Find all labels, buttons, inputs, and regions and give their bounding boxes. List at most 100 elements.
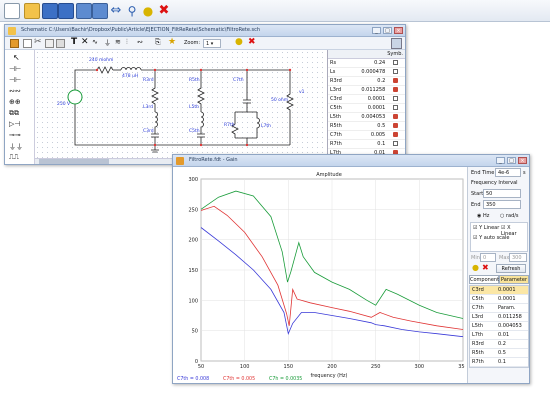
symbol-checkbox[interactable] [392, 68, 398, 74]
ground-palette-icon[interactable]: ⏚⏚ [9, 143, 23, 151]
series-inductor [120, 67, 142, 71]
rotate-icon[interactable]: ⎘ [155, 38, 161, 46]
open-folder-icon[interactable] [24, 3, 40, 19]
y-auto-scale-checkbox[interactable]: ☑ Y auto scale [473, 235, 510, 241]
tab-parameter[interactable]: Parameter [499, 275, 529, 284]
symbol-checked-icon[interactable] [392, 77, 398, 83]
panel-toggle-icon[interactable] [391, 38, 402, 49]
x-tick-label: 300 [415, 364, 425, 370]
new-icon[interactable] [23, 39, 32, 48]
ground-icon[interactable]: ⏚ [104, 39, 111, 47]
select-tool-icon[interactable] [10, 39, 19, 48]
transformer-palette-icon[interactable]: ⧉⧉ [9, 109, 19, 117]
save-icon[interactable] [42, 3, 58, 19]
table-row[interactable]: L5th 0.004053 [328, 113, 405, 122]
delete-icon[interactable]: ✖ [248, 37, 256, 47]
gain-maximize-button[interactable]: □ [507, 157, 516, 164]
hz-radio[interactable]: ◉ Hz [477, 213, 490, 219]
list-item[interactable]: L3rd 0.011258 [470, 313, 528, 322]
capacitor-icon[interactable]: ⫶ [126, 38, 128, 46]
symbol-checked-icon[interactable] [392, 113, 398, 119]
pointer-icon[interactable]: ↖ [13, 53, 20, 62]
table-row[interactable]: R7th 0.1 [328, 140, 405, 149]
close-button[interactable]: × [394, 27, 403, 34]
schematic-canvas[interactable]: 240 mohm 478 uH 250 V R3rd L3rd C3rd R5t… [35, 50, 325, 158]
start-input[interactable]: 50 [483, 189, 521, 198]
source-palette-icon[interactable]: ⊕⊕ [9, 98, 21, 106]
min-input[interactable]: 0 [480, 253, 496, 262]
max-input[interactable]: 300 [509, 253, 527, 262]
resistor-icon[interactable]: ≋ [115, 38, 121, 46]
table-row[interactable]: R5th 0.5 [328, 122, 405, 131]
symbol-checked-icon[interactable] [392, 131, 398, 137]
symbol-checked-icon[interactable] [392, 122, 398, 128]
diode-palette-icon[interactable]: ▷⊣ [9, 120, 21, 128]
x-linear-checkbox[interactable]: ☑ X Linear [501, 225, 517, 237]
list-item[interactable]: C3rd 0.0001 [470, 286, 528, 295]
end-time-input[interactable]: 4e-6 [495, 168, 521, 177]
delete-icon[interactable]: ✖ [482, 263, 489, 272]
list-item[interactable]: C5th 0.0001 [470, 295, 528, 304]
param-value: Param. [498, 305, 516, 311]
flip-icon[interactable]: ⇔ [110, 3, 122, 18]
inductor-icon[interactable]: ∾ [137, 38, 143, 46]
list-item[interactable]: R3rd 0.2 [470, 340, 528, 349]
list-item[interactable]: C7th Param. [470, 304, 528, 313]
symbol-checkbox[interactable] [392, 104, 398, 110]
pulse-palette-icon[interactable]: ⎍⎍ [9, 153, 19, 161]
close-red-icon[interactable]: ✖ [158, 3, 170, 18]
list-item[interactable]: L5th 0.004053 [470, 322, 528, 331]
symbol-checked-icon[interactable] [392, 86, 398, 92]
save-as-icon[interactable] [58, 3, 74, 19]
bulb-icon[interactable]: ● [235, 37, 243, 47]
cross-icon[interactable]: ✕ [81, 37, 89, 47]
list-item[interactable]: R5th 0.5 [470, 349, 528, 358]
list-item[interactable]: R7th 0.1 [470, 358, 528, 367]
zoom-select[interactable]: 1 ▾ [203, 39, 221, 48]
param-value: 0.0001 [367, 96, 386, 102]
bulb-icon[interactable]: ● [472, 263, 479, 272]
param-name: L3rd [472, 314, 484, 320]
param-name: R5th [330, 123, 342, 129]
table-row[interactable]: C3rd 0.0001 [328, 95, 405, 104]
end-input[interactable]: 350 [483, 200, 521, 209]
table-row[interactable]: C5th 0.0001 [328, 104, 405, 113]
table-row[interactable]: R3rd 0.2 [328, 77, 405, 86]
scroll-thumb[interactable] [39, 159, 109, 164]
inductor-palette-icon[interactable]: ∾∾ [9, 87, 21, 95]
print-icon[interactable] [76, 3, 92, 19]
copy-icon[interactable] [45, 39, 54, 48]
table-row[interactable]: L3rd 0.011258 [328, 86, 405, 95]
table-row[interactable]: C7th 0.005 [328, 131, 405, 140]
cut-icon[interactable]: ✂ [34, 37, 42, 47]
symbol-checkbox[interactable] [392, 140, 398, 146]
paste-icon[interactable] [56, 39, 65, 48]
refresh-button[interactable]: Refresh [496, 264, 526, 273]
new-file-icon[interactable] [4, 3, 20, 19]
gain-minimize-button[interactable]: _ [496, 157, 505, 164]
param-value: 0.011258 [498, 314, 522, 320]
tab-components[interactable]: Components [469, 275, 502, 284]
bulb-icon[interactable]: ● [142, 4, 154, 18]
table-row[interactable]: Rs 0.24 [328, 59, 405, 68]
rads-radio[interactable]: ○ rad/s [500, 213, 519, 219]
gain-close-button[interactable]: × [518, 157, 527, 164]
scale-group: ☑ Y Linear ☑ X Linear ☑ Y auto scale [470, 222, 528, 252]
symbol-checkbox[interactable] [392, 95, 398, 101]
symbol-checked-icon[interactable] [392, 149, 398, 155]
window-icon [8, 27, 16, 35]
table-row[interactable]: Ls 0.000478 [328, 68, 405, 77]
symbol-checkbox[interactable] [392, 59, 398, 65]
capacitor-palette-icon[interactable]: ⊣⊢ [9, 76, 22, 84]
switch-palette-icon[interactable]: ⊸⊸ [9, 131, 21, 139]
text-tool-icon[interactable]: T [71, 37, 78, 47]
wire-icon[interactable]: ∿ [92, 38, 98, 46]
list-item[interactable]: L7th 0.01 [470, 331, 528, 340]
maximize-button[interactable]: □ [383, 27, 392, 34]
minimize-button[interactable]: _ [372, 27, 381, 34]
y-linear-checkbox[interactable]: ☑ Y Linear [473, 225, 500, 231]
star-icon[interactable]: ★ [168, 37, 177, 47]
resistor-palette-icon[interactable]: ⊣⊢ [9, 65, 22, 73]
print-preview-icon[interactable] [92, 3, 108, 19]
zoom-icon[interactable]: ⚲ [127, 4, 137, 18]
